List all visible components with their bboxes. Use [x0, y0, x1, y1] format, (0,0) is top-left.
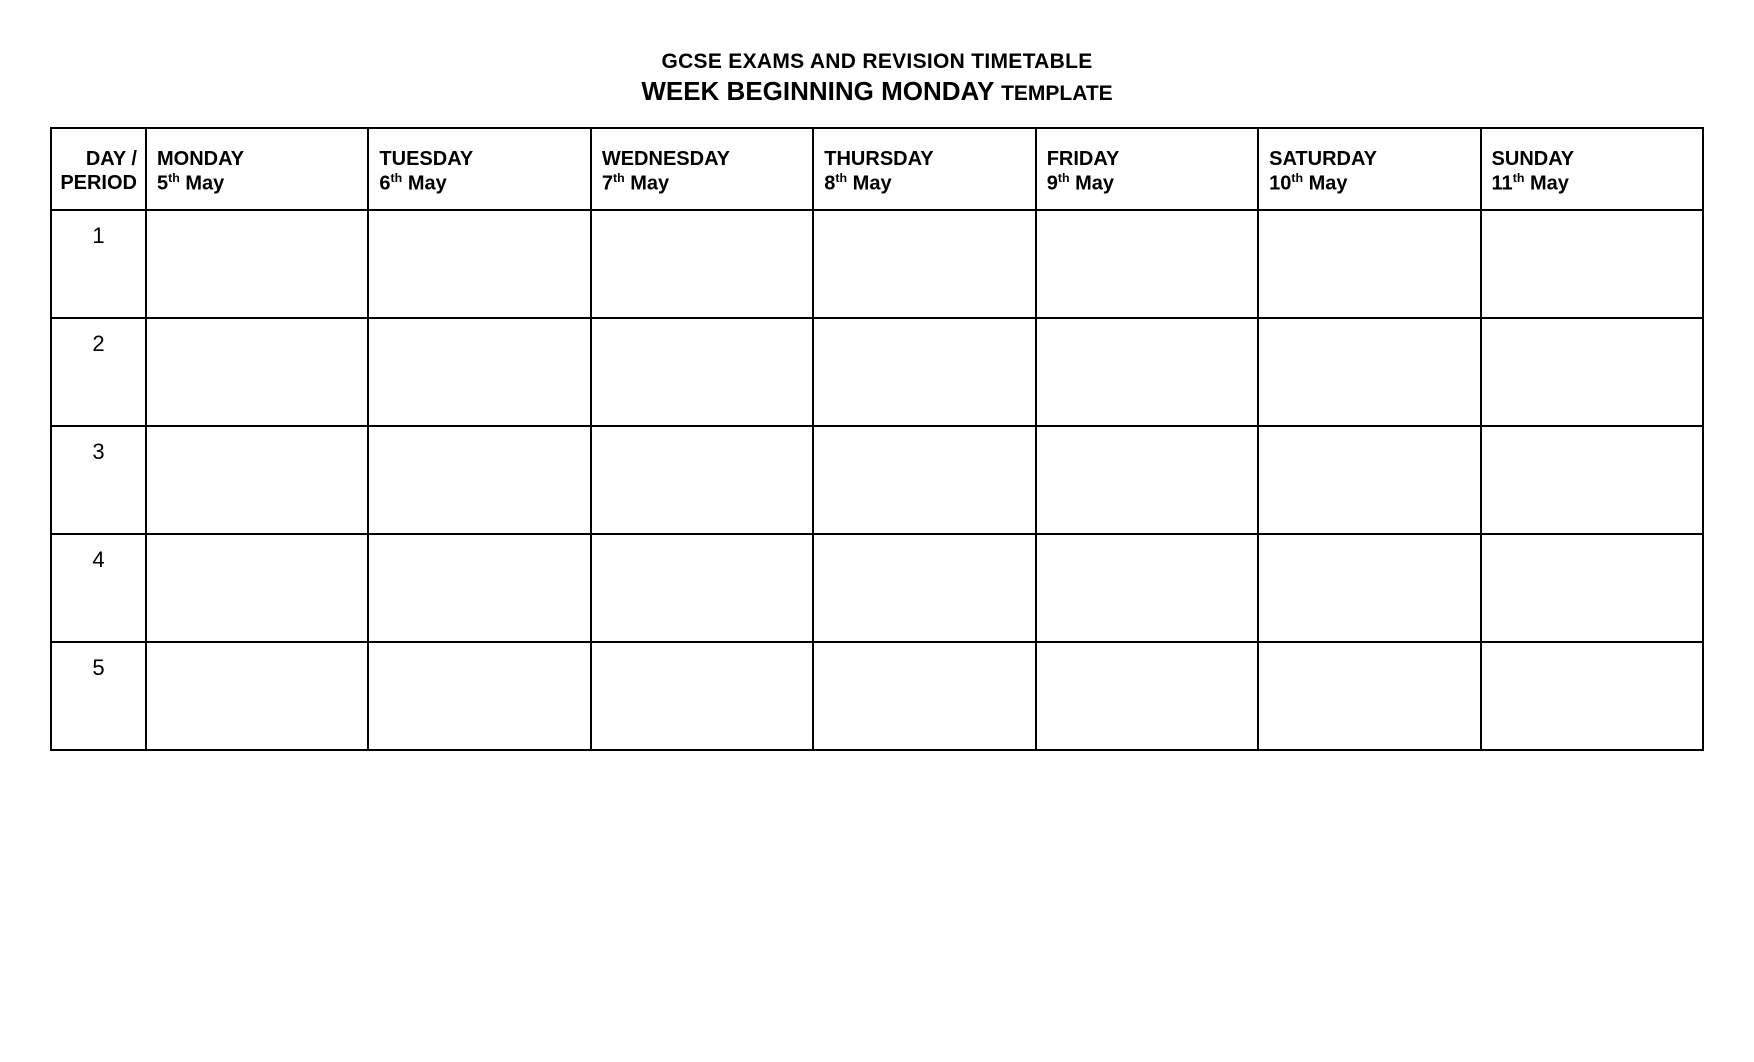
- timetable-cell: [813, 210, 1035, 318]
- period-label: 5: [51, 642, 146, 750]
- table-row: 5: [51, 642, 1703, 750]
- corner-line1: DAY /: [86, 148, 137, 170]
- timetable-cell: [813, 642, 1035, 750]
- timetable-cell: [1481, 210, 1703, 318]
- timetable-cell: [813, 318, 1035, 426]
- day-header-friday: FRIDAY 9th May: [1036, 128, 1258, 210]
- timetable-cell: [146, 210, 368, 318]
- timetable-cell: [591, 534, 813, 642]
- period-label: 1: [51, 210, 146, 318]
- table-row: 1: [51, 210, 1703, 318]
- timetable-cell: [1258, 210, 1480, 318]
- day-date: 7th May: [602, 171, 812, 196]
- timetable-cell: [1481, 534, 1703, 642]
- timetable-cell: [368, 210, 590, 318]
- day-header-saturday: SATURDAY 10th May: [1258, 128, 1480, 210]
- timetable-cell: [368, 318, 590, 426]
- day-name: THURSDAY: [824, 147, 1034, 171]
- timetable-cell: [1258, 318, 1480, 426]
- timetable-cell: [1258, 534, 1480, 642]
- timetable-cell: [1481, 642, 1703, 750]
- timetable-cell: [591, 426, 813, 534]
- day-header-tuesday: TUESDAY 6th May: [368, 128, 590, 210]
- timetable-cell: [146, 318, 368, 426]
- timetable-cell: [146, 642, 368, 750]
- title-line2-suffix: TEMPLATE: [1001, 82, 1113, 105]
- day-date: 10th May: [1269, 171, 1479, 196]
- day-date: 11th May: [1492, 171, 1702, 196]
- day-header-sunday: SUNDAY 11th May: [1481, 128, 1703, 210]
- timetable-cell: [1036, 642, 1258, 750]
- timetable-cell: [146, 534, 368, 642]
- timetable-cell: [1481, 318, 1703, 426]
- day-name: WEDNESDAY: [602, 147, 812, 171]
- day-name: SATURDAY: [1269, 147, 1479, 171]
- timetable-cell: [1036, 210, 1258, 318]
- title-block: GCSE EXAMS AND REVISION TIMETABLE WEEK B…: [50, 50, 1704, 107]
- day-header-wednesday: WEDNESDAY 7th May: [591, 128, 813, 210]
- timetable-cell: [368, 642, 590, 750]
- day-name: FRIDAY: [1047, 147, 1257, 171]
- timetable-cell: [1258, 426, 1480, 534]
- timetable: DAY / PERIOD MONDAY 5th May TUESDAY 6th …: [50, 127, 1704, 751]
- timetable-cell: [591, 210, 813, 318]
- timetable-cell: [591, 318, 813, 426]
- corner-line2: PERIOD: [60, 172, 137, 194]
- period-label: 2: [51, 318, 146, 426]
- day-name: TUESDAY: [379, 147, 589, 171]
- title-line2: WEEK BEGINNING MONDAY TEMPLATE: [50, 76, 1704, 107]
- title-line1: GCSE EXAMS AND REVISION TIMETABLE: [50, 50, 1704, 74]
- day-name: SUNDAY: [1492, 147, 1702, 171]
- timetable-cell: [368, 426, 590, 534]
- table-row: 2: [51, 318, 1703, 426]
- day-header-thursday: THURSDAY 8th May: [813, 128, 1035, 210]
- table-row: 4: [51, 534, 1703, 642]
- timetable-cell: [1258, 642, 1480, 750]
- day-date: 8th May: [824, 171, 1034, 196]
- day-date: 5th May: [157, 171, 367, 196]
- day-date: 9th May: [1047, 171, 1257, 196]
- timetable-cell: [368, 534, 590, 642]
- day-header-monday: MONDAY 5th May: [146, 128, 368, 210]
- timetable-cell: [1036, 534, 1258, 642]
- timetable-cell: [591, 642, 813, 750]
- table-row: 3: [51, 426, 1703, 534]
- timetable-cell: [1036, 318, 1258, 426]
- corner-header: DAY / PERIOD: [51, 128, 146, 210]
- period-label: 3: [51, 426, 146, 534]
- timetable-cell: [1036, 426, 1258, 534]
- timetable-cell: [813, 426, 1035, 534]
- timetable-cell: [146, 426, 368, 534]
- period-label: 4: [51, 534, 146, 642]
- timetable-cell: [1481, 426, 1703, 534]
- day-date: 6th May: [379, 171, 589, 196]
- timetable-cell: [813, 534, 1035, 642]
- header-row: DAY / PERIOD MONDAY 5th May TUESDAY 6th …: [51, 128, 1703, 210]
- title-line2-main: WEEK BEGINNING MONDAY: [641, 76, 994, 106]
- day-name: MONDAY: [157, 147, 367, 171]
